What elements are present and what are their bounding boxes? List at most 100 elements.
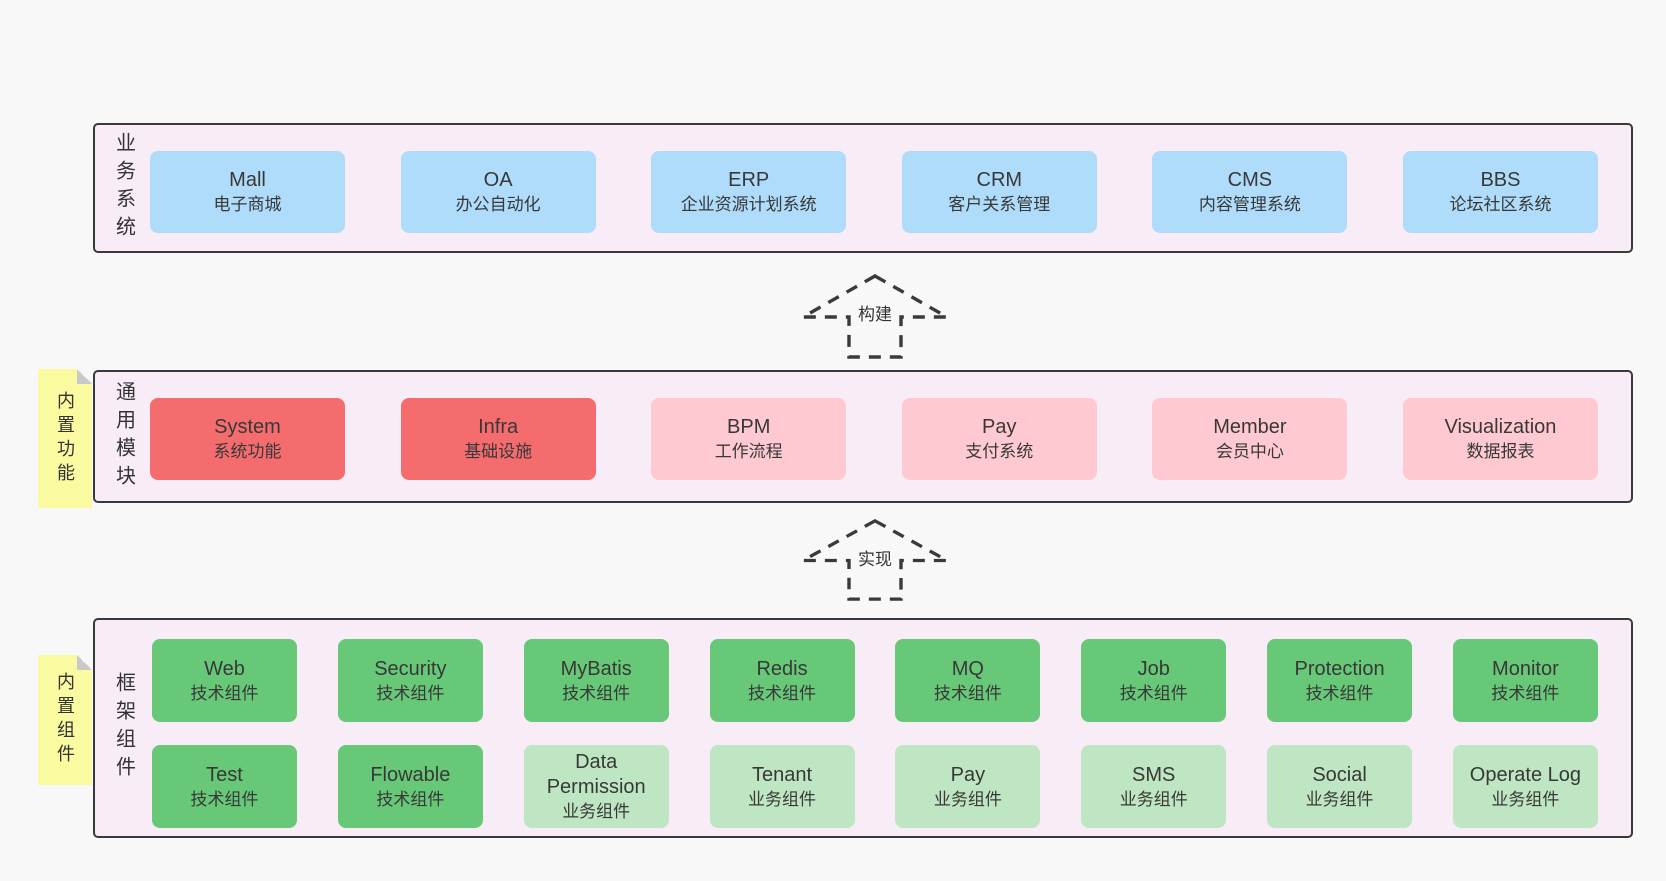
box-title: Operate Log [1469, 763, 1581, 786]
box-title: Data Permission [546, 751, 646, 798]
box-oa: OA 办公自动化 [400, 151, 596, 233]
folded-corner-icon [77, 369, 92, 384]
box-title: BPM [727, 416, 771, 438]
box-pay: Pay 支付系统 [901, 398, 1097, 480]
dashed-up-arrow-build: 构建 [795, 272, 955, 360]
box-title: Pay [982, 416, 1017, 438]
box-title: CMS [1227, 169, 1273, 191]
box-row: Mall 电子商城 OA 办公自动化 ERP 企业资源计划系统 CRM 客户关系管理 CMS 内容… [150, 151, 1598, 233]
up-arrow-icon [796, 274, 954, 359]
box-operate-log: Operate Log 业务组件 [1452, 745, 1598, 828]
box-title: CRM [976, 169, 1023, 191]
box-title: System [214, 416, 281, 438]
box-bbs: BBS 论坛社区系统 [1402, 151, 1598, 233]
box-cms: CMS 内容管理系统 [1152, 151, 1348, 233]
box-subtitle: 技术组件 [376, 683, 445, 703]
box-title: Tenant [752, 763, 813, 786]
arrow-label: 实现 [854, 544, 896, 571]
band-common-modules: 通用模块 System 系统功能 Infra 基础设施 BPM 工作流程 Pay 支付系统 Me… [93, 370, 1633, 503]
box-infra: Infra 基础设施 [400, 398, 596, 480]
box-title: Pay [950, 763, 986, 786]
sticky-label: 内置组件 [55, 672, 75, 768]
box-erp: ERP 企业资源计划系统 [651, 151, 847, 233]
box-title: Visualization [1444, 416, 1557, 438]
box-subtitle: 业务组件 [1305, 789, 1374, 809]
box-subtitle: 技术组件 [190, 683, 259, 703]
box-subtitle: 业务组件 [1119, 789, 1188, 809]
sticky-note-built-in-features: 内置功能 [38, 369, 92, 508]
band-business-systems: 业务系统 Mall 电子商城 OA 办公自动化 ERP 企业资源计划系统 CRM 客户关系管理… [93, 123, 1633, 253]
box-subtitle: 技术组件 [1491, 683, 1560, 703]
box-protection: Protection 技术组件 [1267, 639, 1413, 722]
box-sms: SMS 业务组件 [1081, 745, 1227, 828]
box-title: Job [1137, 657, 1170, 680]
box-title: MyBatis [560, 657, 632, 680]
box-job: Job 技术组件 [1081, 639, 1227, 722]
box-row: Web 技术组件 Security 技术组件 MyBatis 技术组件 Redis 技术组件 M… [152, 639, 1598, 722]
box-member: Member 会员中心 [1152, 398, 1348, 480]
box-test: Test 技术组件 [152, 745, 297, 828]
box-subtitle: 技术组件 [933, 683, 1002, 703]
box-monitor: Monitor 技术组件 [1452, 639, 1598, 722]
box-title: ERP [728, 169, 770, 191]
box-subtitle: 办公自动化 [455, 195, 541, 214]
dashed-up-arrow-implement: 实现 [795, 517, 955, 602]
box-title: Mall [229, 169, 266, 191]
box-subtitle: 系统功能 [213, 442, 282, 461]
arrow-label: 构建 [854, 299, 896, 326]
box-title: Flowable [370, 763, 451, 786]
box-subtitle: 业务组件 [933, 789, 1002, 809]
box-pay: Pay 业务组件 [895, 745, 1041, 828]
box-web: Web 技术组件 [152, 639, 297, 722]
box-subtitle: 工作流程 [714, 442, 783, 461]
box-subtitle: 技术组件 [1305, 683, 1374, 703]
box-title: Social [1312, 763, 1367, 786]
box-title: Infra [478, 416, 519, 438]
box-security: Security 技术组件 [337, 639, 483, 722]
box-subtitle: 内容管理系统 [1198, 195, 1301, 214]
box-title: BBS [1480, 169, 1521, 191]
box-subtitle: 技术组件 [748, 683, 817, 703]
band-framework-components: 框架组件 Web 技术组件 Security 技术组件 MyBatis 技术组件 Redis… [93, 618, 1633, 838]
box-row: Test 技术组件 Flowable 技术组件 Data Permission 业务组件 T… [152, 745, 1598, 828]
box-mq: MQ 技术组件 [895, 639, 1041, 722]
band-label: 框架组件 [112, 672, 135, 784]
up-arrow-icon [796, 518, 954, 601]
box-crm: CRM 客户关系管理 [901, 151, 1097, 233]
box-title: MQ [951, 657, 984, 680]
box-title: Test [206, 763, 243, 786]
box-title: Redis [756, 657, 808, 680]
box-mybatis: MyBatis 技术组件 [523, 639, 669, 722]
box-system: System 系统功能 [150, 398, 345, 480]
sticky-note-built-in-components: 内置组件 [38, 655, 92, 785]
box-subtitle: 客户关系管理 [948, 195, 1051, 214]
box-subtitle: 基础设施 [464, 442, 533, 461]
box-subtitle: 企业资源计划系统 [680, 195, 817, 214]
box-flowable: Flowable 技术组件 [337, 745, 483, 828]
box-subtitle: 数据报表 [1466, 442, 1535, 461]
box-subtitle: 技术组件 [1119, 683, 1188, 703]
box-subtitle: 论坛社区系统 [1449, 195, 1552, 214]
box-redis: Redis 技术组件 [709, 639, 855, 722]
box-title: Member [1213, 416, 1287, 438]
box-mall: Mall 电子商城 [150, 151, 345, 233]
box-subtitle: 技术组件 [376, 789, 445, 809]
box-visualization: Visualization 数据报表 [1402, 398, 1598, 480]
box-subtitle: 业务组件 [562, 802, 631, 821]
box-row: System 系统功能 Infra 基础设施 BPM 工作流程 Pay 支付系统 Member 会… [150, 398, 1598, 480]
box-title: SMS [1132, 763, 1176, 786]
folded-corner-icon [77, 655, 92, 670]
box-subtitle: 会员中心 [1215, 442, 1284, 461]
box-title: Security [374, 657, 447, 680]
box-subtitle: 技术组件 [190, 789, 259, 809]
box-subtitle: 技术组件 [562, 683, 631, 703]
box-tenant: Tenant 业务组件 [709, 745, 855, 828]
box-subtitle: 支付系统 [965, 442, 1034, 461]
sticky-label: 内置功能 [55, 390, 75, 487]
box-title: Web [204, 657, 245, 680]
box-title: OA [483, 169, 513, 191]
box-subtitle: 业务组件 [748, 789, 817, 809]
box-subtitle: 电子商城 [213, 195, 282, 214]
box-subtitle: 业务组件 [1491, 789, 1560, 809]
band-label: 通用模块 [112, 380, 135, 493]
